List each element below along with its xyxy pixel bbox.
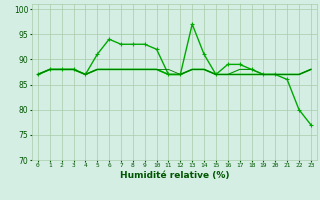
X-axis label: Humidité relative (%): Humidité relative (%) bbox=[120, 171, 229, 180]
